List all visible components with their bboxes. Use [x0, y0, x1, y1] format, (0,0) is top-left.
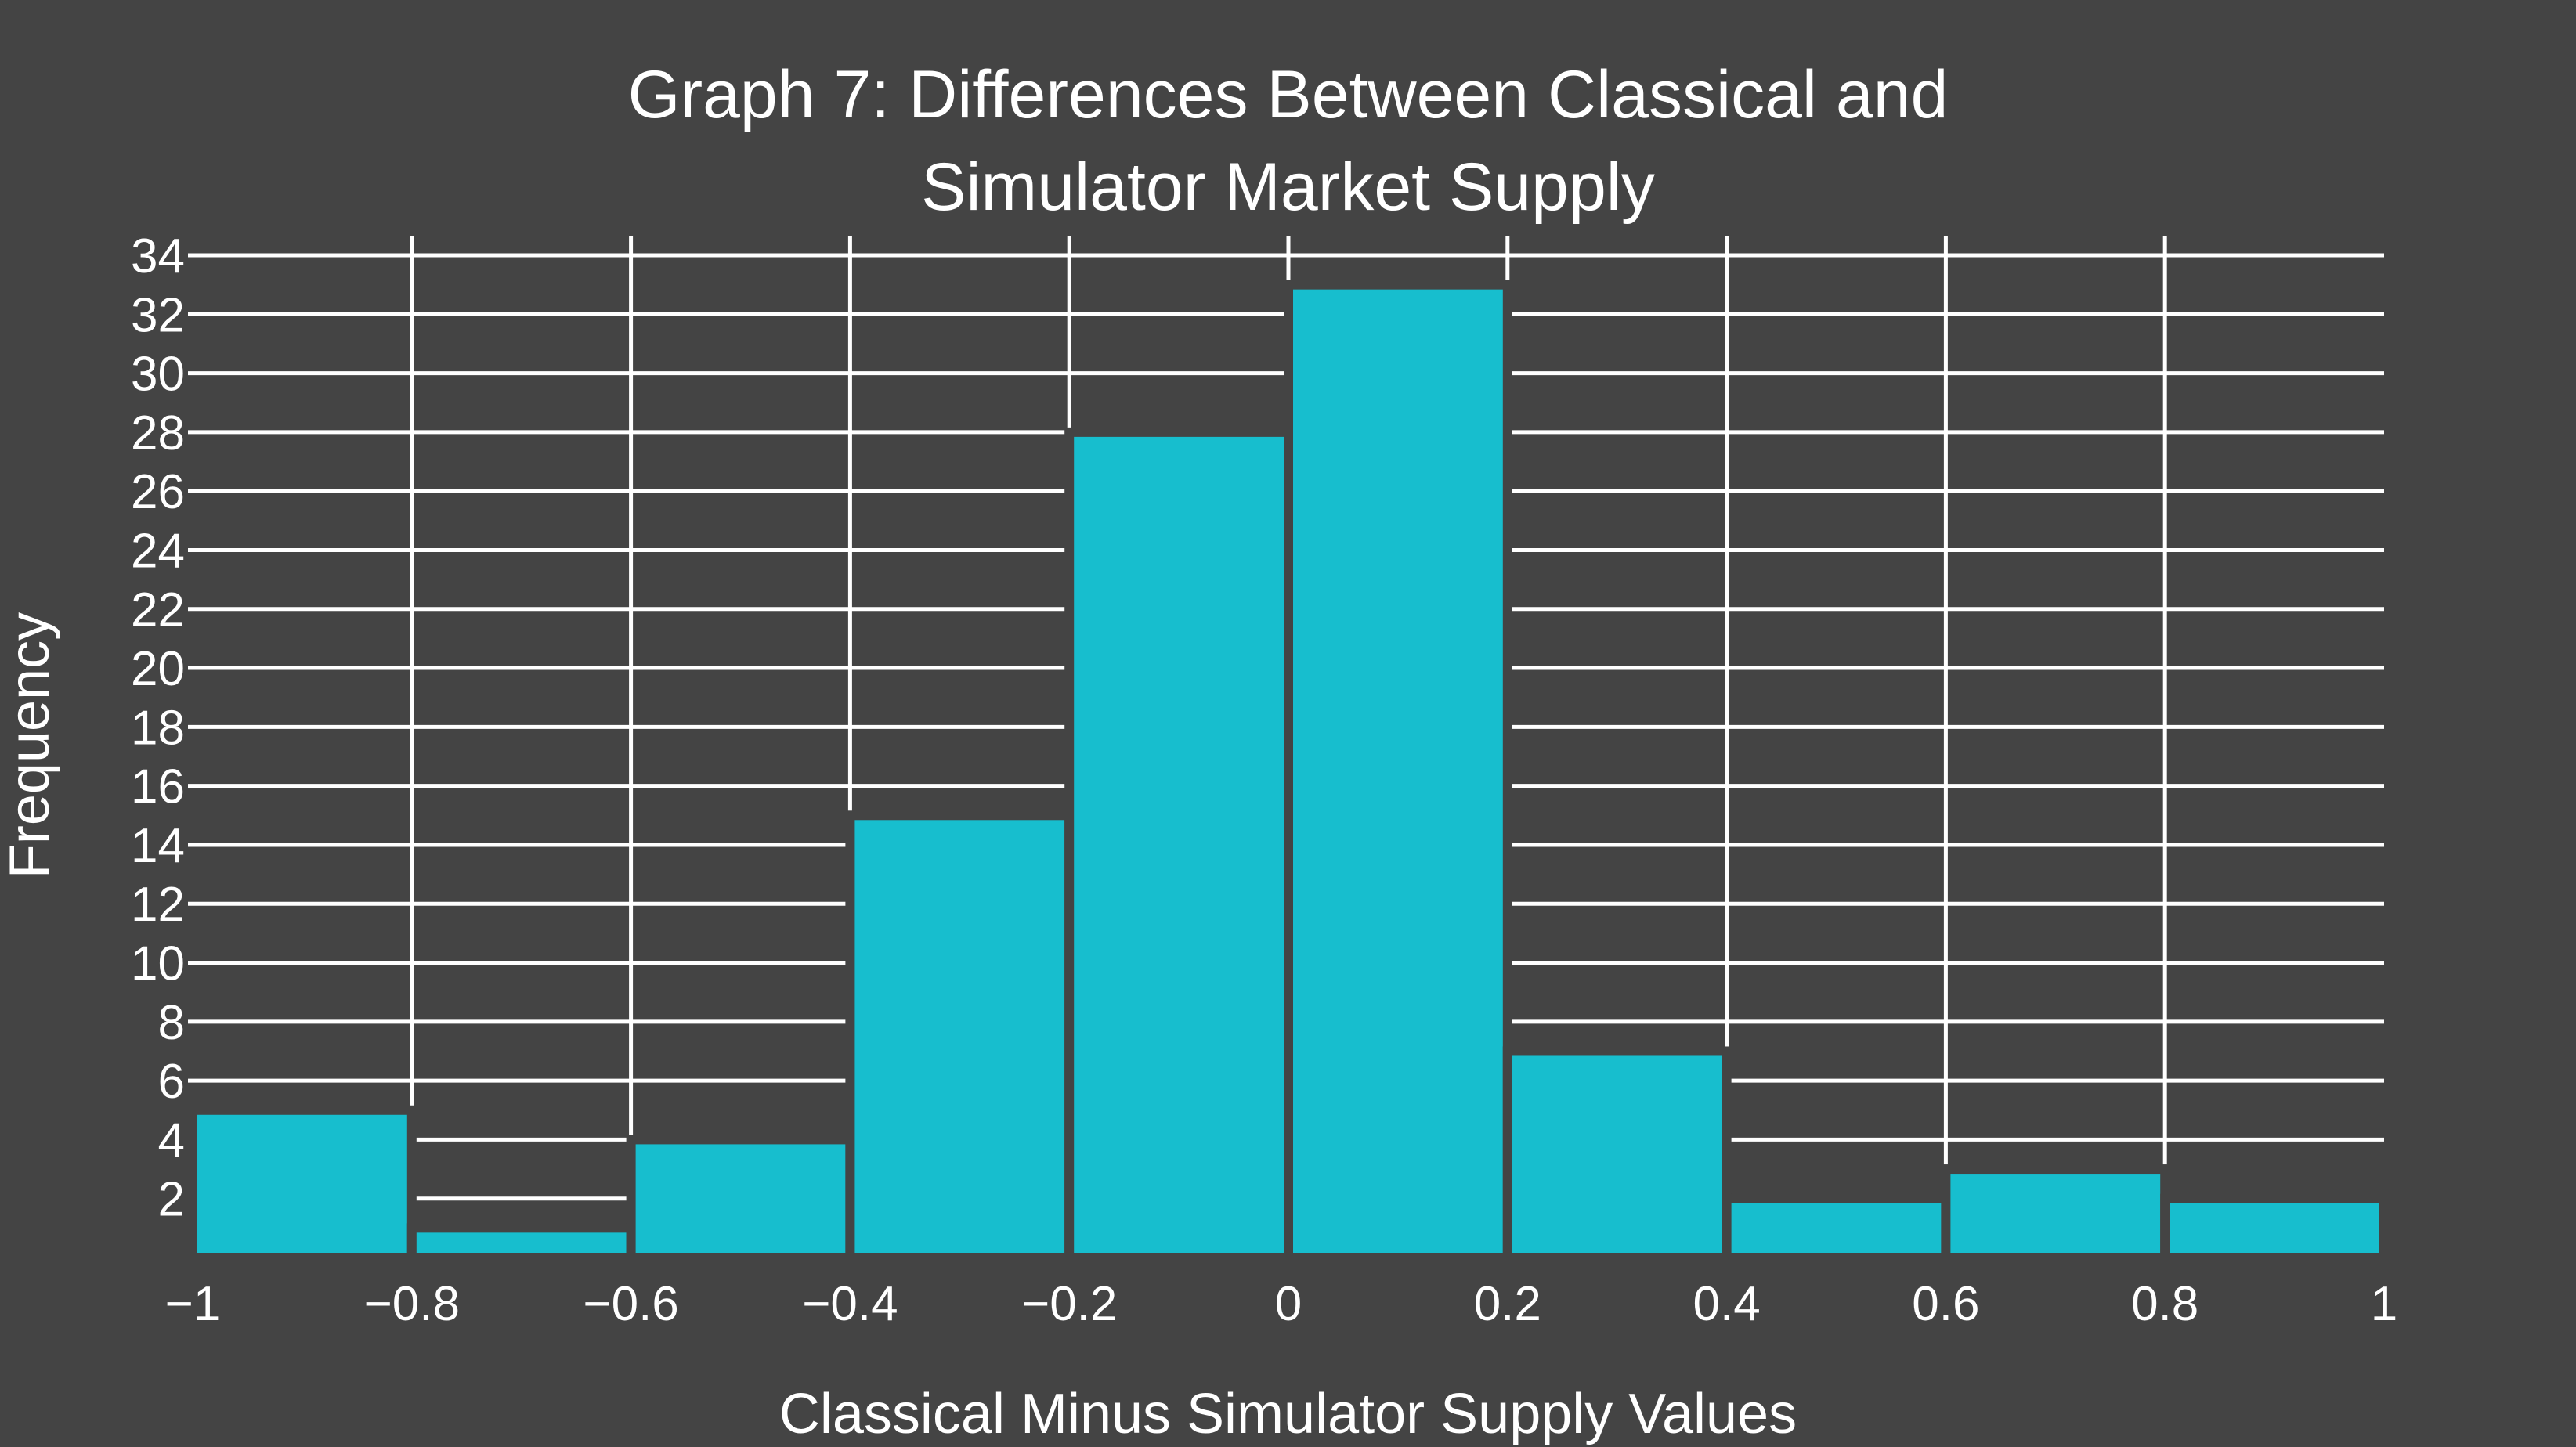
y-tick-label: 16: [131, 760, 185, 814]
y-tick-label: 34: [131, 229, 185, 283]
x-tick-label: −0.4: [802, 1277, 898, 1331]
y-tick-label: 6: [158, 1055, 185, 1109]
y-tick-label: 2: [158, 1173, 185, 1227]
histogram-bar: [2160, 1193, 2389, 1263]
histogram-bar: [1284, 280, 1512, 1262]
y-tick-label: 24: [131, 524, 185, 578]
x-tick-label: 0.8: [2131, 1277, 2198, 1331]
x-tick-label: 0.6: [1912, 1277, 1979, 1331]
y-tick-label: 10: [131, 937, 185, 991]
histogram-bar: [1722, 1193, 1951, 1263]
x-tick-label: −1: [165, 1277, 221, 1331]
y-tick-label: 26: [131, 465, 185, 519]
y-tick-label: 28: [131, 406, 185, 460]
histogram-bar: [626, 1135, 855, 1262]
histogram-bar: [188, 1105, 417, 1262]
x-tick-label: −0.6: [583, 1277, 678, 1331]
x-tick-label: 1: [2371, 1277, 2397, 1331]
x-axis-label: Classical Minus Simulator Supply Values: [779, 1383, 1797, 1445]
y-tick-label: 12: [131, 878, 185, 932]
y-tick-label: 8: [158, 996, 185, 1050]
y-tick-label: 20: [131, 642, 185, 696]
chart-title-line-1: Graph 7: Differences Between Classical a…: [627, 57, 1949, 132]
y-tick-label: 32: [131, 288, 185, 342]
x-tick-label: −0.8: [364, 1277, 460, 1331]
x-tick-label: 0.2: [1474, 1277, 1541, 1331]
y-tick-label: 22: [131, 583, 185, 637]
chart-title-line-2: Simulator Market Supply: [921, 150, 1655, 225]
x-tick-labels: −1 −0.8 −0.6 −0.4 −0.2 0 0.2 0.4 0.6 0.8 1: [165, 1277, 2398, 1331]
x-tick-label: 0: [1275, 1277, 1302, 1331]
histogram-bar: [1064, 427, 1293, 1262]
histogram-bar: [1502, 1046, 1732, 1262]
x-tick-label: 0.4: [1693, 1277, 1760, 1331]
y-axis-label: Frequency: [0, 612, 61, 879]
histogram-bar: [1941, 1164, 2170, 1263]
histogram-bar: [845, 810, 1075, 1262]
bar-layer: [188, 280, 2389, 1263]
x-tick-label: −0.2: [1021, 1277, 1117, 1331]
y-tick-label: 4: [158, 1113, 185, 1167]
histogram-bar: [406, 1223, 636, 1262]
y-tick-label: 18: [131, 701, 185, 755]
y-tick-label: 30: [131, 348, 185, 402]
y-tick-label: 14: [131, 819, 185, 873]
